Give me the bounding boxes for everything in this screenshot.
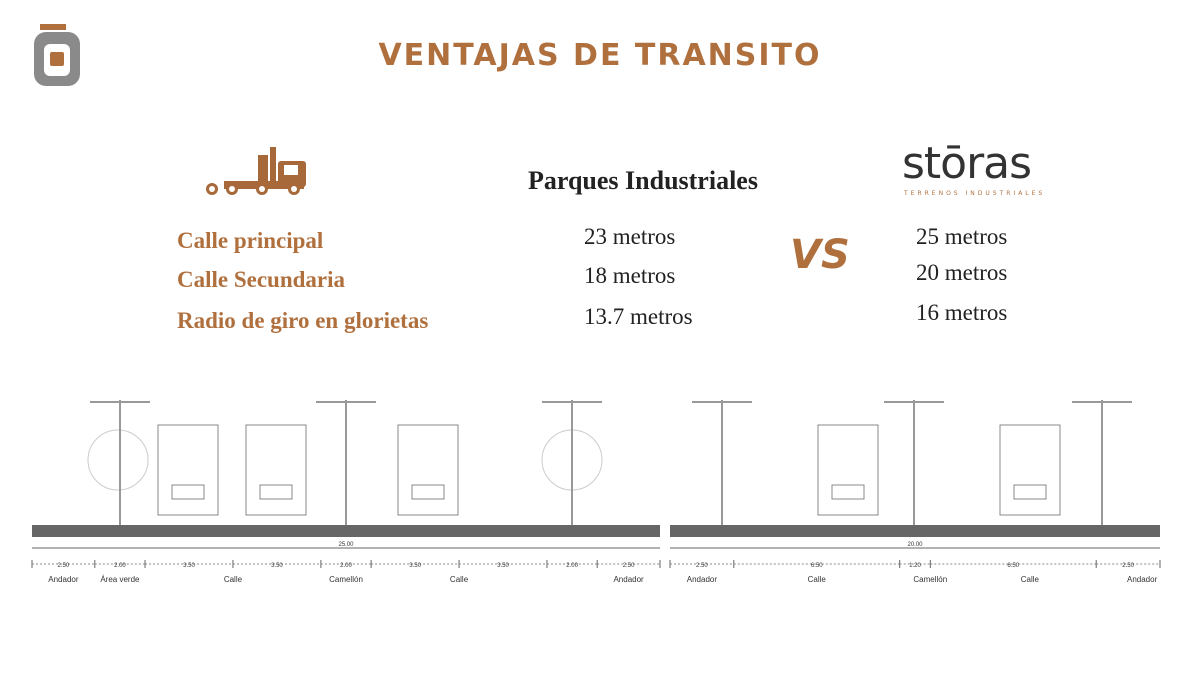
dim-segment: 2.50 [623,563,635,569]
dim-segment: 2.50 [696,563,708,569]
zone-label: Andador [48,575,79,584]
row-label: Calle Secundaria [177,267,346,292]
dim-segment: 2.50 [58,563,70,569]
dim-segment: 2.00 [114,563,126,569]
truck-icon [206,147,306,195]
truck-grill [831,484,865,500]
tree [87,429,149,491]
zone-label: Área verde [100,575,140,584]
zone-label: Calle [1021,575,1040,584]
row-industrial: 13.7 metros [584,304,693,329]
dim-segment: 2.50 [1122,563,1134,569]
zone-label: Andador [1127,575,1158,584]
dim-segment: 3.50 [409,563,421,569]
brand-name: stōras [902,138,1032,189]
dim-segment: 3.50 [183,563,195,569]
row-label: Calle principal [177,228,324,253]
vs: VS [790,232,850,278]
row-industrial: 18 metros [584,263,676,288]
truck-grill [259,484,293,500]
dim-total: 25.00 [338,542,354,548]
road-sections: 25.00 2.50 2.00 3.50 3.50 2.00 3.50 3.50 2.00 2.5… [31,400,1161,584]
row-storas: 25 metros [916,224,1008,249]
row-industrial: 23 metros [584,224,676,249]
zone-label: Calle [450,575,469,584]
zone-label: Camellón [913,575,947,584]
dim-segment: 2.00 [566,563,578,569]
truck-grill [1013,484,1047,500]
dim-segment: 2.00 [340,563,352,569]
zone-label: Andador [613,575,644,584]
zone-label: Calle [224,575,243,584]
logo [34,24,80,86]
truck [817,424,879,516]
row-label: Radio de giro en glorietas [177,308,429,333]
left-heading: Parques Industriales [528,166,758,195]
dim-segment: 6.50 [811,563,823,569]
truck [245,424,307,516]
ground [32,525,660,537]
title: VENTAJAS DE TRANSITO [378,38,822,73]
row-storas: 16 metros [916,300,1008,325]
truck [397,424,459,516]
dim-segment: 6.50 [1007,563,1019,569]
zone-label: Calle [808,575,827,584]
row-storas: 20 metros [916,260,1008,285]
ground [670,525,1160,537]
truck [999,424,1061,516]
dim-total: 20.00 [907,542,923,548]
dim-segment: 3.50 [497,563,509,569]
dim-segment: 1.20 [909,563,921,569]
zone-label: Camellón [329,575,363,584]
truck [157,424,219,516]
truck-grill [411,484,445,500]
dim-segment: 3.50 [271,563,283,569]
zone-label: Andador [687,575,718,584]
brand-tagline: TERRENOS INDUSTRIALES [904,190,1046,197]
truck-grill [171,484,205,500]
